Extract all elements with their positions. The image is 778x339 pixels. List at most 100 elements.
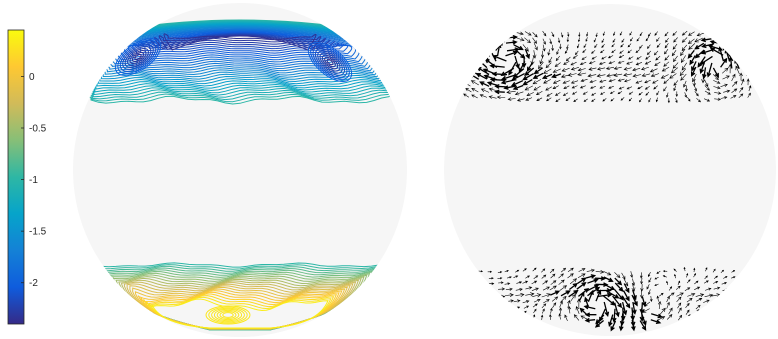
quiver-arrow — [504, 318, 509, 321]
quiver-arrow — [572, 91, 578, 95]
quiver-arrow — [565, 97, 571, 101]
quiver-arrow — [549, 38, 552, 45]
quiver-arrow — [586, 268, 595, 273]
quiver-arrow — [731, 88, 738, 93]
contour-line — [154, 34, 326, 50]
quiver-arrow — [506, 89, 516, 95]
quiver-arrow — [578, 268, 586, 272]
quiver-arrow — [607, 55, 614, 59]
quiver-arrow — [468, 27, 472, 33]
quiver-arrow — [567, 299, 571, 308]
quiver-arrow — [573, 98, 578, 102]
quiver-arrow — [478, 299, 486, 303]
quiver-arrow — [722, 305, 728, 309]
quiver-arrow — [712, 67, 719, 79]
quiver-arrow — [612, 295, 623, 309]
quiver-arrow — [666, 301, 670, 309]
contour-line — [107, 27, 373, 72]
quiver-arrow — [479, 31, 485, 39]
quiver-arrow — [736, 51, 742, 63]
quiver-arrow — [712, 74, 719, 81]
quiver-arrow — [590, 86, 596, 89]
quiver-arrow — [471, 320, 476, 323]
quiver-arrow — [611, 43, 615, 48]
quiver-arrow — [477, 318, 483, 321]
quiver-arrow — [711, 35, 723, 41]
quiver-arrow — [713, 304, 720, 308]
quiver-arrow — [732, 44, 740, 56]
quiver-arrow — [488, 31, 495, 39]
quiver-arrow — [532, 37, 537, 44]
quiver-arrow — [558, 307, 562, 315]
quiver-arrow — [621, 38, 625, 43]
quiver-arrow — [738, 281, 745, 285]
quiver-arrow — [732, 306, 738, 309]
quiver-arrow — [617, 91, 623, 95]
quiver-arrow — [506, 29, 516, 34]
quiver-arrow — [479, 282, 486, 286]
contour-line — [213, 308, 243, 322]
quiver-arrow — [551, 31, 555, 38]
quiver-arrow — [522, 73, 534, 81]
quiver-arrow — [522, 79, 533, 86]
quiver-arrow — [705, 267, 708, 272]
contour-line — [131, 51, 145, 63]
quiver-arrow — [687, 96, 691, 102]
quiver-arrow — [720, 269, 725, 274]
quiver-arrow — [621, 301, 628, 316]
quiver-arrow — [722, 311, 727, 315]
quiver-arrow — [627, 43, 632, 48]
quiver-arrow — [567, 72, 577, 77]
quiver-arrow — [617, 78, 625, 82]
quiver-arrow — [623, 72, 632, 77]
quiver-arrow — [641, 73, 651, 77]
quiver-arrow — [721, 282, 728, 285]
quiver-arrow — [635, 49, 640, 54]
quiver-arrow — [532, 303, 538, 308]
quiver-arrow — [525, 97, 533, 101]
quiver-arrow — [577, 277, 587, 284]
quiver-arrow — [743, 26, 750, 32]
quiver-arrow — [703, 299, 710, 303]
quiver-arrow — [554, 62, 561, 68]
quiver-arrow — [605, 66, 615, 70]
quiver-arrow — [664, 31, 669, 37]
quiver-arrow — [471, 94, 478, 99]
quiver-arrow — [639, 98, 643, 103]
quiver-arrow — [642, 308, 650, 313]
quiver-arrow — [541, 308, 545, 314]
quiver-arrow — [645, 91, 650, 96]
quiver-arrow — [644, 60, 652, 65]
quiver-arrow — [463, 93, 470, 98]
quiver-arrow — [639, 320, 647, 331]
quiver-arrow — [516, 98, 525, 102]
quiver-arrow — [722, 75, 730, 80]
quiver-arrow — [596, 73, 606, 78]
quiver-arrow — [515, 292, 525, 297]
quiver-arrow — [620, 43, 624, 48]
quiver-arrow — [579, 61, 587, 65]
quiver-arrow — [704, 85, 710, 91]
contour-line — [219, 311, 237, 319]
quiver-arrow — [732, 33, 740, 40]
quiver-arrow — [542, 44, 546, 52]
quiver-arrow — [487, 270, 493, 273]
quiver-arrow — [685, 85, 688, 92]
quiver-arrow — [686, 272, 689, 278]
quiver-arrow — [563, 85, 570, 89]
quiver-arrow — [637, 86, 643, 90]
quiver-arrow — [654, 31, 658, 36]
quiver-arrow — [640, 312, 647, 326]
quiver-arrow — [678, 314, 683, 321]
quiver-arrow — [541, 303, 547, 309]
quiver-arrow — [593, 38, 597, 43]
quiver-arrow — [533, 308, 537, 314]
quiver-arrow — [608, 61, 615, 65]
quiver-arrow — [500, 79, 515, 85]
quiver-arrow — [591, 56, 597, 60]
quiver-arrow — [744, 59, 751, 68]
quiver-arrow — [694, 91, 699, 97]
quiver-arrow — [676, 292, 684, 297]
quiver-arrow — [720, 33, 730, 40]
quiver-arrow — [576, 298, 581, 308]
